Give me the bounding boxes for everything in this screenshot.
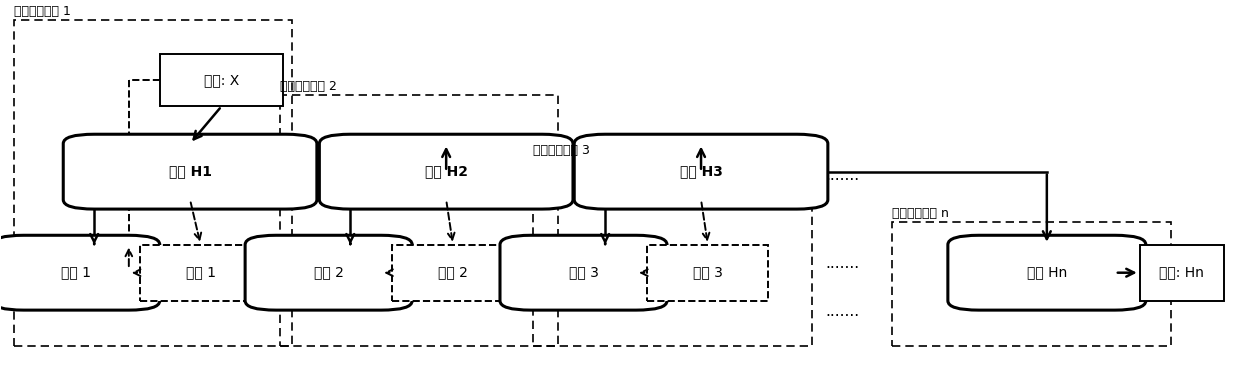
FancyBboxPatch shape [500, 235, 667, 310]
Text: 输入: X: 输入: X [205, 73, 239, 87]
Text: 误差 3: 误差 3 [569, 266, 599, 280]
FancyBboxPatch shape [947, 235, 1146, 310]
Text: 稀疏自编码器 3: 稀疏自编码器 3 [533, 144, 590, 157]
FancyBboxPatch shape [63, 134, 317, 209]
Text: 隐层 H1: 隐层 H1 [169, 165, 212, 179]
FancyBboxPatch shape [647, 245, 769, 301]
FancyBboxPatch shape [0, 235, 160, 310]
Text: 输出 1: 输出 1 [186, 266, 216, 280]
FancyBboxPatch shape [140, 245, 262, 301]
Text: 稀疏自编码器 n: 稀疏自编码器 n [893, 207, 949, 220]
Bar [893, 222, 1171, 346]
Text: 误差 2: 误差 2 [314, 266, 343, 280]
Text: 输出 2: 输出 2 [438, 266, 467, 280]
Bar [280, 95, 558, 346]
Text: 误差 1: 误差 1 [61, 266, 92, 280]
Text: .......: ....... [826, 305, 859, 319]
Text: 输出: Hn: 输出: Hn [1159, 266, 1204, 280]
Text: 稀疏自编码器 1: 稀疏自编码器 1 [14, 5, 71, 18]
FancyBboxPatch shape [246, 235, 412, 310]
Text: 输出 Hn: 输出 Hn [1027, 266, 1066, 280]
Text: 输出 3: 输出 3 [693, 266, 723, 280]
Text: 稀疏自编码器 2: 稀疏自编码器 2 [280, 80, 336, 93]
Text: .......: ....... [826, 256, 859, 271]
FancyBboxPatch shape [160, 54, 284, 106]
Bar [533, 159, 812, 346]
Text: 隐层 H3: 隐层 H3 [680, 165, 723, 179]
FancyBboxPatch shape [574, 134, 828, 209]
FancyBboxPatch shape [1140, 245, 1224, 301]
FancyBboxPatch shape [320, 134, 573, 209]
Text: 隐层 H2: 隐层 H2 [424, 165, 467, 179]
Text: .......: ....... [826, 168, 859, 183]
Bar [14, 20, 293, 346]
FancyBboxPatch shape [392, 245, 513, 301]
